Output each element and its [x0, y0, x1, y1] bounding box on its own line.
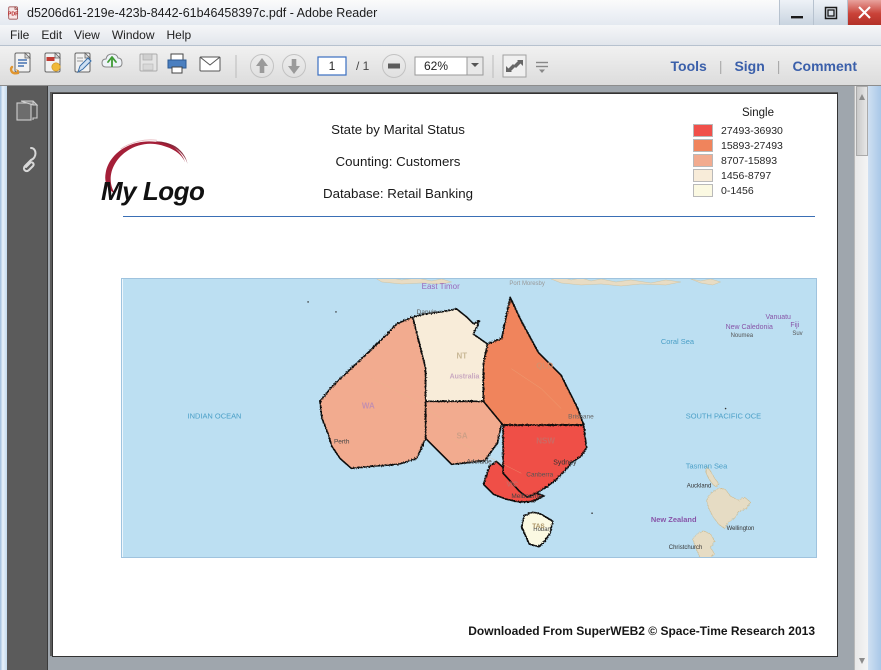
svg-text:Coral Sea: Coral Sea	[661, 337, 695, 346]
svg-text:SA: SA	[457, 431, 468, 440]
svg-text:Perth: Perth	[334, 438, 350, 445]
svg-text:NT: NT	[457, 352, 468, 361]
svg-text:Christchurch: Christchurch	[669, 545, 703, 551]
svg-text:Noumea: Noumea	[731, 333, 754, 339]
svg-text:Fiji: Fiji	[790, 322, 799, 329]
svg-text:62%: 62%	[424, 59, 448, 73]
svg-text:Melbourne: Melbourne	[511, 493, 542, 500]
svg-text:East Timor: East Timor	[422, 282, 460, 291]
svg-text:SOUTH PACIFIC OCE: SOUTH PACIFIC OCE	[686, 412, 761, 421]
svg-text:Auckland: Auckland	[687, 483, 712, 489]
svg-text:WA: WA	[362, 402, 375, 411]
svg-text:VIC: VIC	[506, 481, 518, 488]
svg-text:Darwin: Darwin	[417, 309, 438, 316]
svg-text:New Zealand: New Zealand	[651, 515, 697, 524]
svg-text:Canberra: Canberra	[526, 471, 553, 478]
svg-text:NSW: NSW	[536, 436, 555, 445]
svg-text:New Caledonia: New Caledonia	[726, 324, 773, 331]
svg-text:Port Moresby: Port Moresby	[509, 281, 545, 287]
svg-text:Suv: Suv	[792, 331, 802, 337]
svg-text:Sydney: Sydney	[553, 459, 577, 466]
svg-text:1: 1	[329, 59, 336, 73]
svg-text:Australia: Australia	[450, 374, 480, 381]
svg-text:PDF: PDF	[8, 11, 19, 17]
svg-text:Wellington: Wellington	[727, 526, 755, 532]
svg-text:Brisbane: Brisbane	[568, 414, 594, 421]
svg-text:Vanuatu: Vanuatu	[765, 314, 791, 321]
svg-text:TAS: TAS	[532, 523, 545, 530]
svg-text:Adelaide: Adelaide	[467, 458, 493, 465]
svg-text:Tasman Sea: Tasman Sea	[686, 461, 728, 470]
svg-text:/ 1: / 1	[356, 59, 370, 73]
svg-text:INDIAN OCEAN: INDIAN OCEAN	[188, 412, 242, 421]
svg-text:QLD: QLD	[536, 362, 553, 371]
